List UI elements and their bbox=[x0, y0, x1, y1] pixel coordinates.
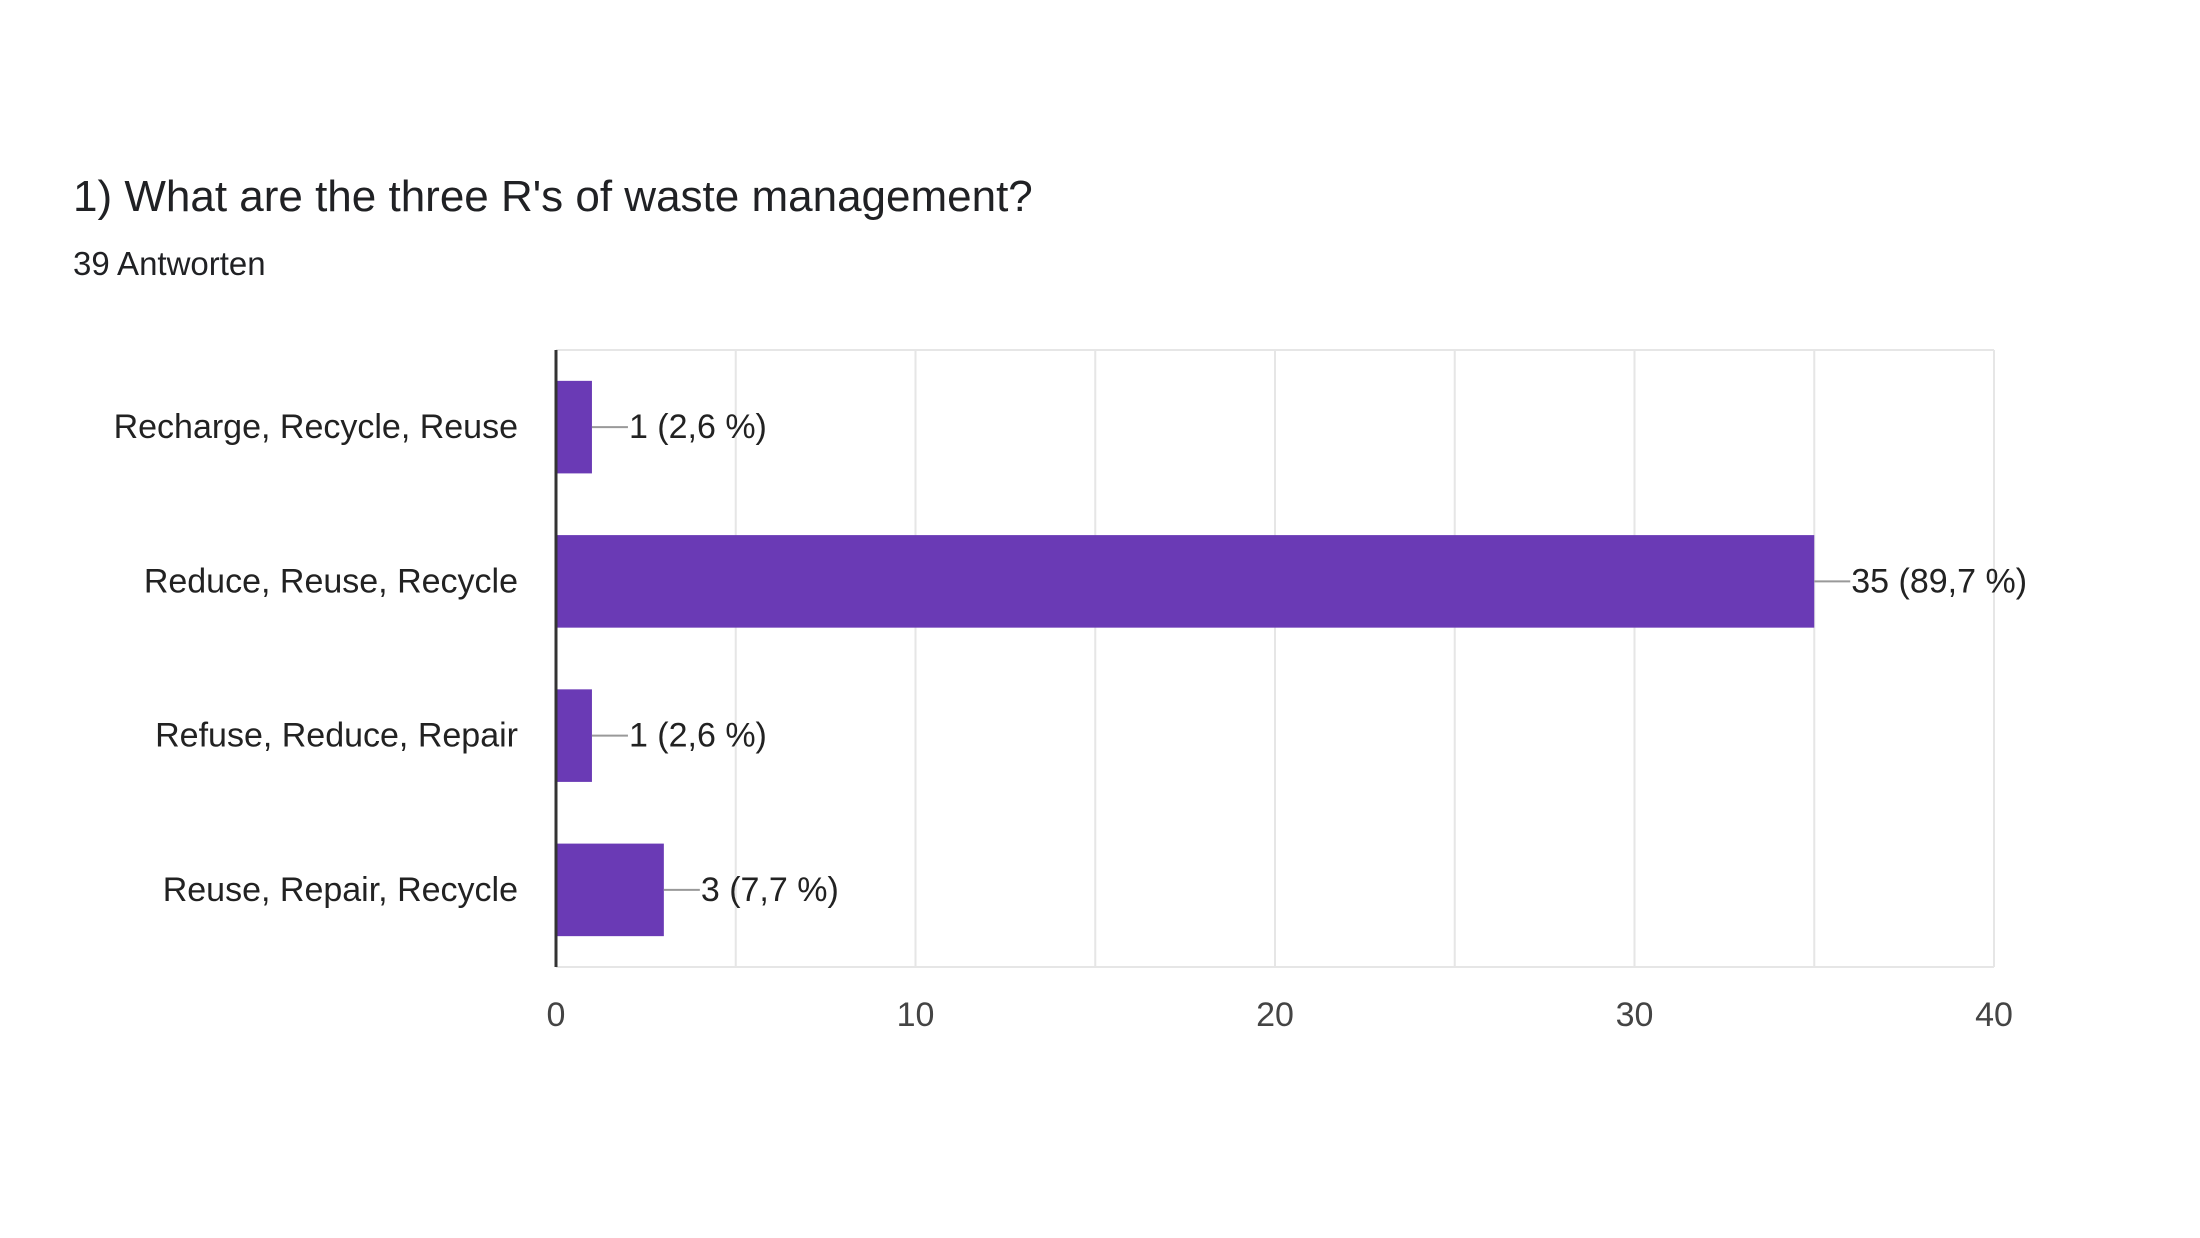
data-label: 1 (2,6 %) bbox=[629, 408, 767, 446]
bar bbox=[556, 380, 592, 474]
response-count: 39 Antworten bbox=[73, 245, 266, 282]
category-label: Recharge, Recycle, Reuse bbox=[114, 408, 518, 446]
category-label: Refuse, Reduce, Repair bbox=[155, 717, 518, 755]
x-tick-label: 10 bbox=[897, 996, 935, 1034]
data-label: 1 (2,6 %) bbox=[629, 717, 767, 755]
question-title: 1) What are the three R's of waste manag… bbox=[73, 172, 1033, 221]
x-tick-label: 30 bbox=[1616, 996, 1654, 1034]
bar bbox=[556, 689, 592, 782]
data-label: 3 (7,7 %) bbox=[701, 871, 839, 909]
data-label: 35 (89,7 %) bbox=[1851, 562, 2027, 600]
bar bbox=[556, 843, 664, 937]
category-label: Reuse, Repair, Recycle bbox=[163, 871, 518, 909]
gridlines bbox=[556, 349, 1995, 968]
x-tick-label: 0 bbox=[547, 996, 566, 1034]
bar bbox=[556, 535, 1815, 628]
x-tick-label: 40 bbox=[1975, 996, 2013, 1034]
x-tick-label: 20 bbox=[1256, 996, 1294, 1034]
category-label: Reduce, Reuse, Recycle bbox=[144, 562, 518, 600]
bars bbox=[556, 380, 1815, 937]
labels: Recharge, Recycle, Reuse 1 (2,6 %) Reduce,… bbox=[114, 350, 2027, 1034]
